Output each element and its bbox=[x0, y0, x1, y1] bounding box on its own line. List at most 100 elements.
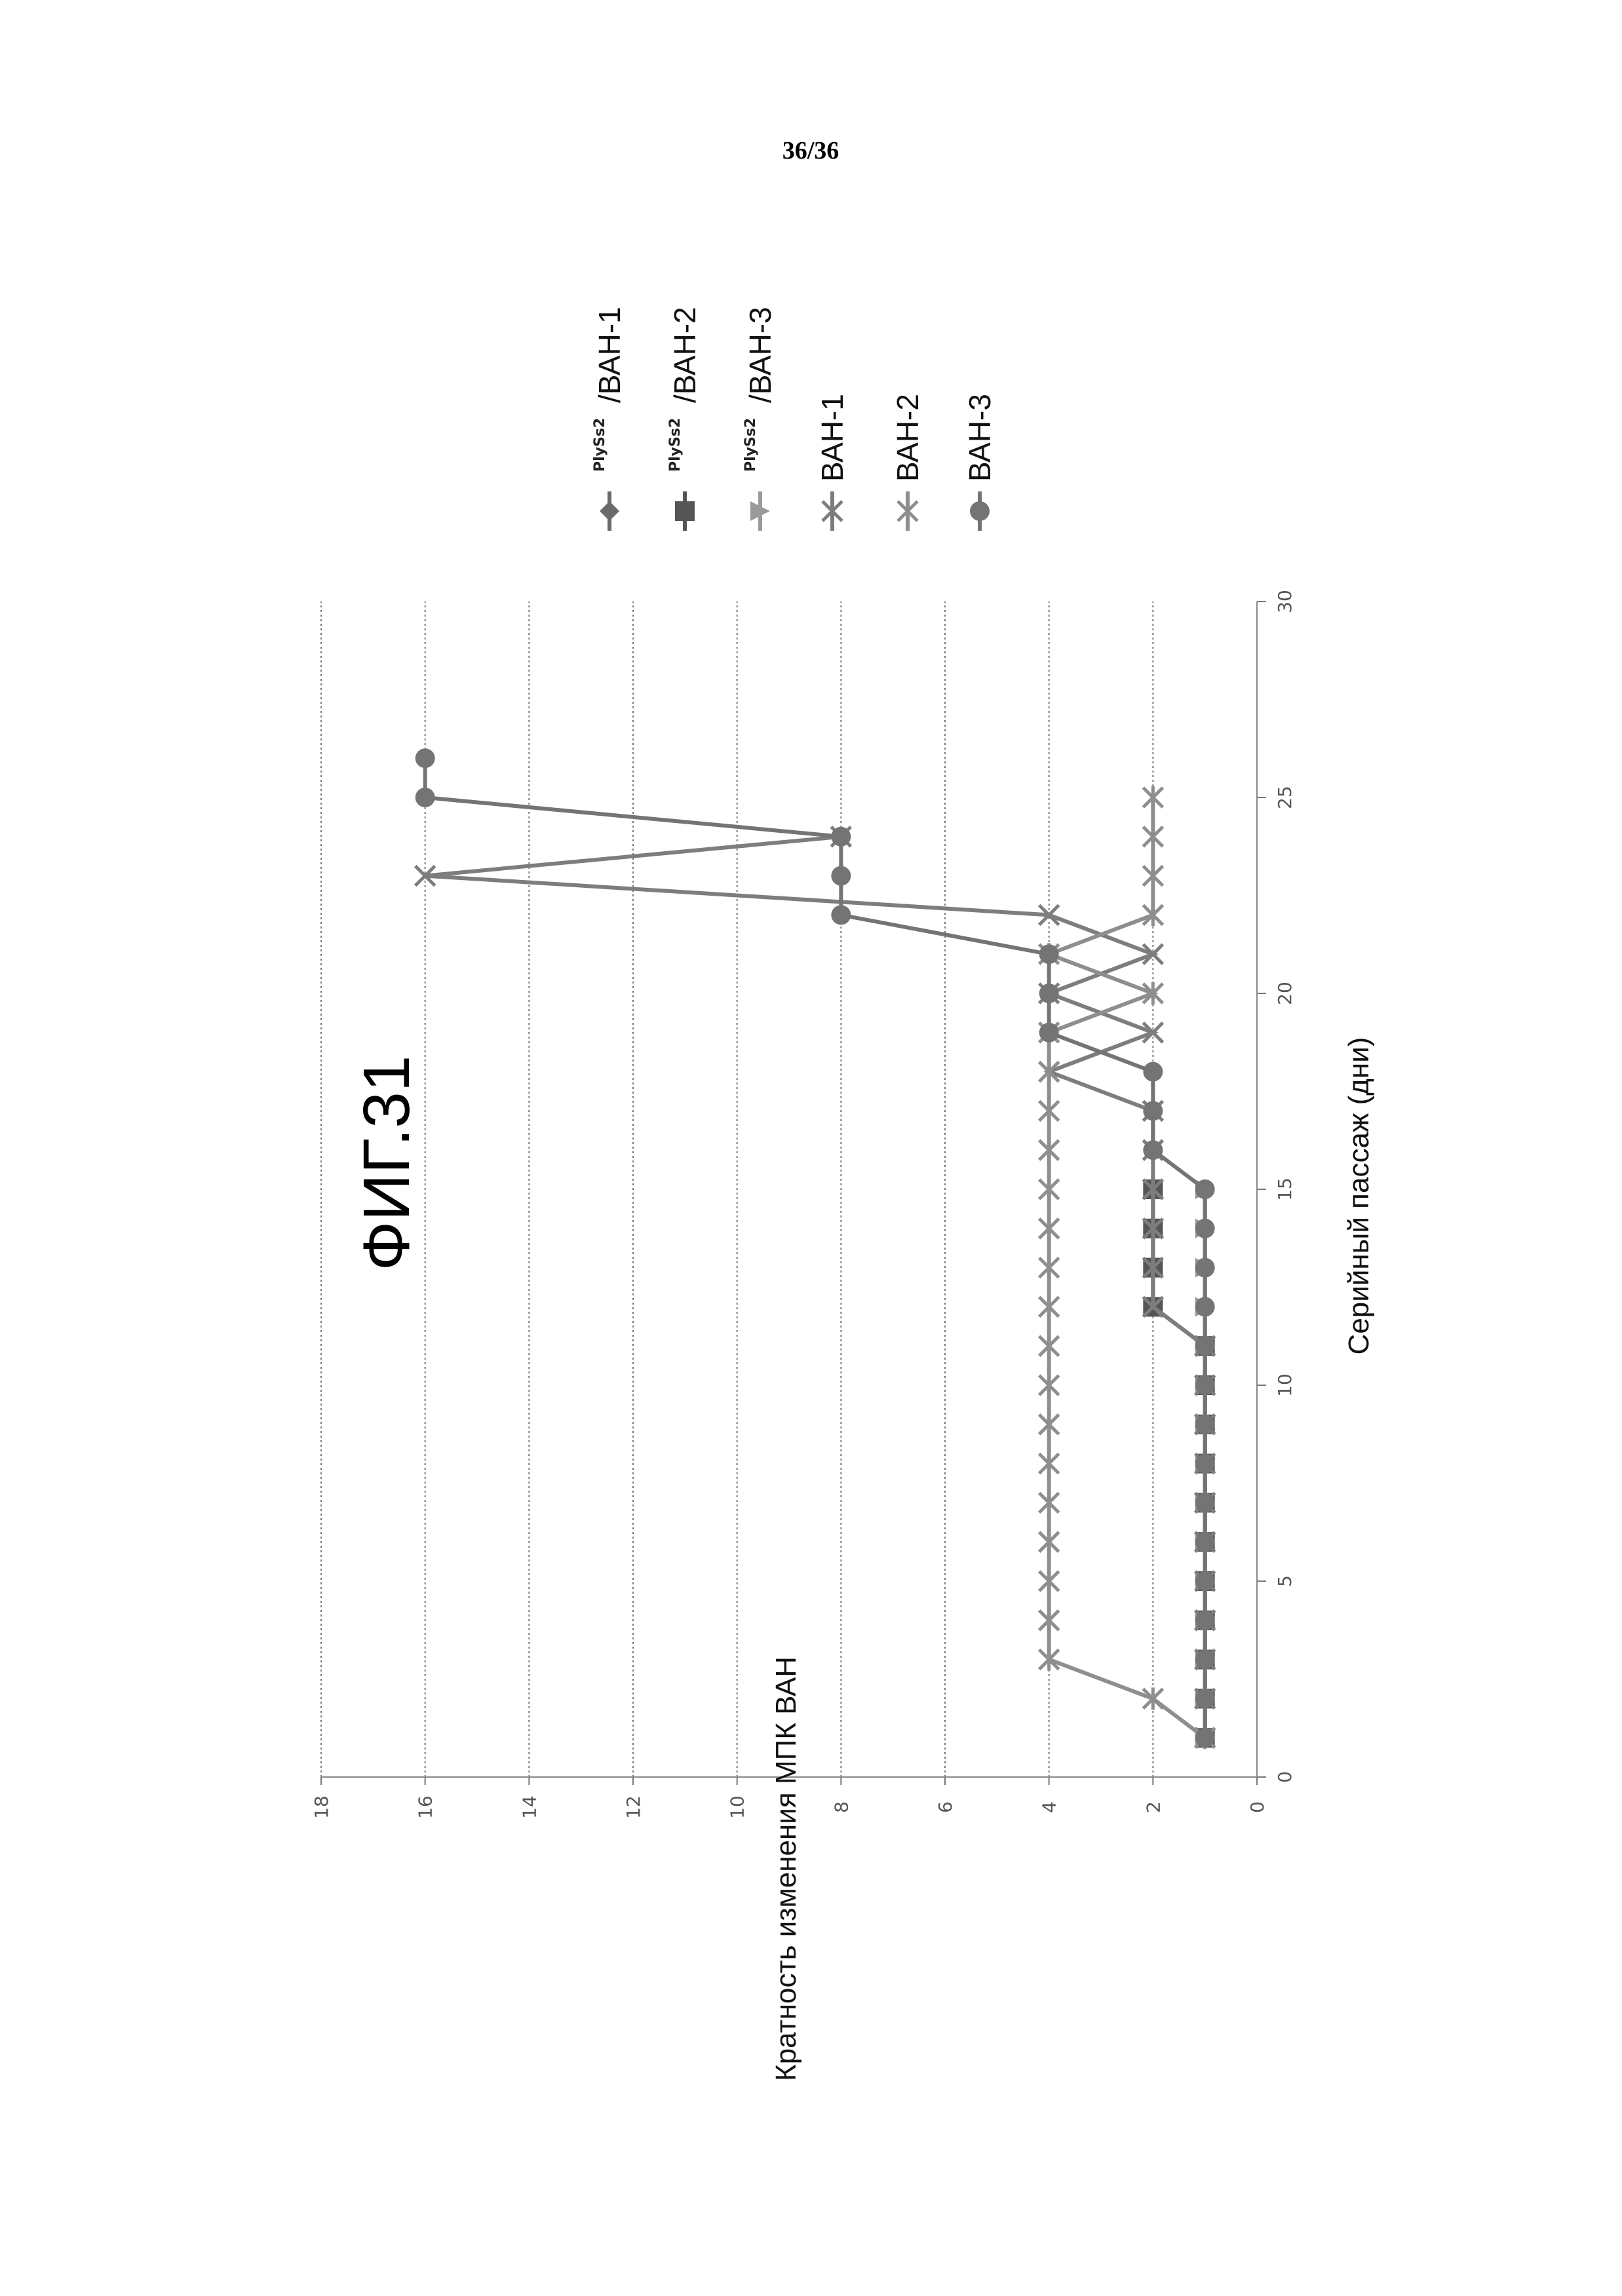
legend-item: PlySs2/ВАН-1 bbox=[592, 307, 627, 531]
y-tick-label: 4 bbox=[1039, 1801, 1060, 1813]
legend-prefix: PlySs2 bbox=[592, 418, 608, 472]
x-tick-label: 5 bbox=[1274, 1575, 1296, 1587]
data-point bbox=[1195, 1219, 1215, 1238]
y-tick-label: 12 bbox=[623, 1795, 644, 1819]
data-point bbox=[1039, 1374, 1059, 1396]
legend-prefix: PlySs2 bbox=[743, 418, 759, 472]
y-tick-label: 6 bbox=[935, 1801, 956, 1813]
data-point bbox=[1143, 1023, 1163, 1043]
legend-marker bbox=[970, 501, 990, 521]
data-point bbox=[1195, 1611, 1215, 1630]
x-tick-label: 15 bbox=[1274, 1177, 1296, 1201]
legend-marker bbox=[898, 500, 917, 522]
legend: PlySs2/ВАН-1PlySs2/ВАН-2PlySs2/ВАН-3ВАН-… bbox=[592, 307, 997, 531]
x-axis-title: Серийный пассаж (дни) bbox=[1343, 1037, 1375, 1355]
data-point bbox=[1195, 1493, 1215, 1512]
data-point bbox=[1039, 1531, 1059, 1553]
data-point bbox=[1039, 1217, 1059, 1240]
data-point bbox=[1143, 826, 1163, 848]
legend-item: PlySs2/ВАН-2 bbox=[667, 307, 702, 531]
data-point bbox=[1143, 944, 1163, 964]
legend-prefix: PlySs2 bbox=[667, 418, 684, 472]
legend-label: ВАН-1 bbox=[815, 394, 849, 482]
x-tick-label: 0 bbox=[1274, 1771, 1296, 1783]
data-point bbox=[1195, 1415, 1215, 1434]
tick-labels: 0 2 4 6 8 10 12 14 16 18 0 5 10 15 20 25 30 bbox=[311, 590, 1296, 1819]
data-point bbox=[1195, 1179, 1215, 1199]
data-point bbox=[1039, 984, 1059, 1003]
x-tick-label: 20 bbox=[1274, 982, 1296, 1005]
y-tick-label: 16 bbox=[415, 1795, 436, 1819]
data-point bbox=[1195, 1454, 1215, 1474]
legend-marker bbox=[600, 501, 619, 521]
data-point bbox=[1143, 1062, 1163, 1082]
data-point bbox=[1143, 1101, 1163, 1120]
data-point bbox=[415, 748, 435, 768]
x-tick-label: 25 bbox=[1274, 786, 1296, 809]
legend-label: ВАН-3 bbox=[963, 394, 997, 482]
y-tick-label: 18 bbox=[311, 1795, 332, 1819]
data-point bbox=[1039, 1335, 1059, 1357]
data-point bbox=[1039, 1570, 1059, 1592]
series-line bbox=[1049, 797, 1205, 1738]
legend-item: ВАН-2 bbox=[891, 394, 925, 531]
legend-label: /ВАН-2 bbox=[668, 307, 702, 403]
legend-label: /ВАН-3 bbox=[743, 307, 777, 403]
data-point bbox=[1039, 1023, 1059, 1043]
data-point bbox=[831, 827, 851, 847]
legend-label: ВАН-2 bbox=[891, 394, 925, 482]
series-4 bbox=[415, 827, 1215, 1748]
data-point bbox=[1039, 1295, 1059, 1318]
data-point bbox=[1143, 904, 1163, 926]
data-point bbox=[1195, 1336, 1215, 1356]
x-tick-label: 10 bbox=[1274, 1373, 1296, 1397]
data-point bbox=[1195, 1689, 1215, 1708]
data-point bbox=[1143, 982, 1163, 1004]
y-tick-label: 0 bbox=[1246, 1801, 1268, 1813]
legend-marker bbox=[675, 501, 695, 521]
legend-item: ВАН-3 bbox=[963, 394, 997, 531]
y-tick-label: 8 bbox=[830, 1801, 852, 1813]
data-point bbox=[1039, 944, 1059, 964]
y-tick-label: 10 bbox=[727, 1795, 748, 1819]
data-point bbox=[1195, 1532, 1215, 1552]
data-point bbox=[1039, 1609, 1059, 1632]
y-axis-title: Кратность изменения МПК ВАН bbox=[770, 1656, 802, 2081]
x-tick-label: 30 bbox=[1274, 590, 1296, 613]
data-point bbox=[1039, 1257, 1059, 1279]
grid bbox=[321, 602, 1153, 1777]
data-point bbox=[1039, 1413, 1059, 1436]
data-point bbox=[1195, 1375, 1215, 1395]
data-point bbox=[1195, 1571, 1215, 1591]
data-point bbox=[1143, 865, 1163, 887]
axes bbox=[321, 602, 1266, 1785]
legend-label: /ВАН-1 bbox=[592, 307, 627, 403]
data-point bbox=[1039, 1139, 1059, 1161]
series-line bbox=[425, 837, 1205, 1738]
data-point bbox=[831, 866, 851, 886]
data-point bbox=[1143, 1140, 1163, 1160]
data-point bbox=[831, 905, 851, 925]
series-line bbox=[425, 758, 1205, 1738]
data-point bbox=[1039, 1100, 1059, 1122]
data-point bbox=[1039, 1453, 1059, 1475]
data-point bbox=[1143, 786, 1163, 809]
data-point bbox=[1195, 1297, 1215, 1316]
data-point bbox=[1039, 1061, 1059, 1083]
data-point bbox=[1195, 1258, 1215, 1278]
series-6 bbox=[415, 748, 1215, 1748]
legend-item: PlySs2/ВАН-3 bbox=[743, 307, 777, 531]
data-point bbox=[1195, 1650, 1215, 1670]
data-point bbox=[1039, 1178, 1059, 1200]
y-tick-label: 2 bbox=[1142, 1801, 1164, 1813]
series-5 bbox=[1039, 786, 1215, 1749]
y-tick-label: 14 bbox=[518, 1795, 540, 1819]
data-point bbox=[1039, 1649, 1059, 1671]
legend-item: ВАН-1 bbox=[815, 394, 849, 531]
series bbox=[415, 748, 1215, 1749]
data-point bbox=[1143, 1687, 1163, 1710]
data-point bbox=[1039, 1491, 1059, 1514]
data-point bbox=[415, 788, 435, 807]
data-point bbox=[1195, 1728, 1215, 1748]
